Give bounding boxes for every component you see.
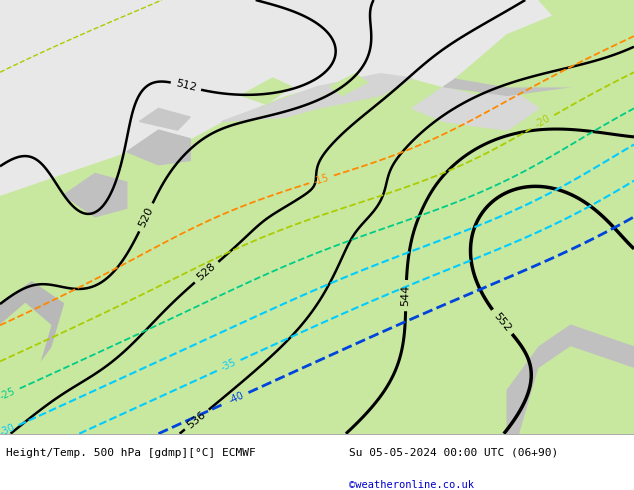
Text: 528: 528: [195, 261, 218, 283]
Polygon shape: [412, 87, 539, 130]
Polygon shape: [127, 130, 190, 165]
Polygon shape: [539, 0, 634, 43]
Polygon shape: [63, 173, 127, 217]
Polygon shape: [520, 347, 634, 434]
Text: -15: -15: [313, 172, 330, 187]
Text: -35: -35: [219, 358, 238, 373]
Text: -25: -25: [0, 386, 17, 402]
Polygon shape: [0, 0, 634, 195]
Text: 536: 536: [186, 409, 208, 430]
Polygon shape: [222, 74, 412, 122]
Text: 520: 520: [137, 206, 155, 229]
Polygon shape: [139, 108, 190, 130]
Polygon shape: [330, 74, 368, 96]
Polygon shape: [0, 303, 51, 434]
Text: -40: -40: [228, 390, 246, 406]
Text: -30: -30: [0, 422, 16, 438]
Text: 552: 552: [491, 311, 513, 333]
Text: 544: 544: [401, 285, 411, 306]
Polygon shape: [241, 78, 292, 104]
Text: ©weatheronline.co.uk: ©weatheronline.co.uk: [349, 480, 474, 490]
Polygon shape: [444, 43, 602, 96]
Text: Height/Temp. 500 hPa [gdmp][°C] ECMWF: Height/Temp. 500 hPa [gdmp][°C] ECMWF: [6, 448, 256, 458]
Polygon shape: [507, 325, 634, 434]
Text: -20: -20: [534, 113, 552, 130]
Polygon shape: [456, 0, 634, 87]
Text: 512: 512: [174, 79, 197, 94]
Text: Su 05-05-2024 00:00 UTC (06+90): Su 05-05-2024 00:00 UTC (06+90): [349, 448, 558, 458]
Polygon shape: [0, 282, 63, 434]
